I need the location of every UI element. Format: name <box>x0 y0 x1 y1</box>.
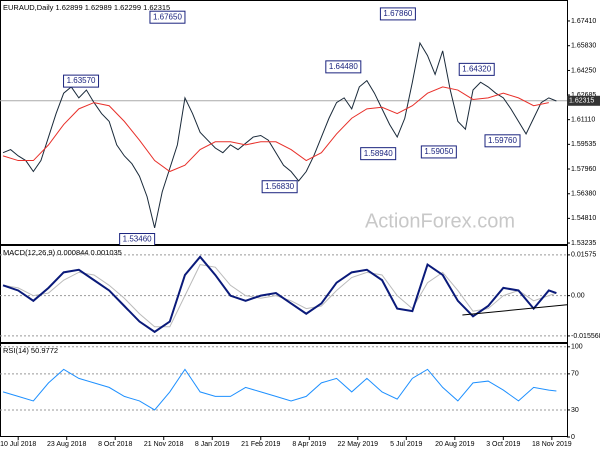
x-tick-label: 23 Aug 2018 <box>47 441 86 448</box>
y-tick-label: 30 <box>571 407 579 414</box>
y-tick-label: 1.65830 <box>571 43 596 50</box>
x-tick-label: 5 Jul 2019 <box>390 441 422 448</box>
x-tick-label: 8 Jan 2019 <box>195 441 230 448</box>
x-tick-label: 20 Aug 2019 <box>435 441 474 448</box>
annotation-box <box>261 180 298 194</box>
annotation-label: 1.59050 <box>424 147 453 156</box>
current-price-box <box>567 95 600 106</box>
x-tick-label: 3 Oct 2019 <box>486 441 520 448</box>
x-tick-label: 8 Apr 2019 <box>292 441 326 448</box>
x-tick-label: 8 Oct 2018 <box>98 441 132 448</box>
trendline <box>462 304 568 316</box>
panel-title: MACD(12,26,9) 0.000844 0.001035 <box>3 248 122 257</box>
panel-title: EURAUD,Daily 1.62899 1.62989 1.62299 1.6… <box>3 3 170 12</box>
y-tick-label: 0.00 <box>571 292 585 299</box>
annotation-box <box>484 134 521 148</box>
annotation-box <box>360 147 397 161</box>
y-tick-label: 1.57960 <box>571 166 596 173</box>
annotation-label: 1.63570 <box>67 76 96 85</box>
y-tick-label: -0.015568 <box>571 333 600 340</box>
y-tick-label: 1.54810 <box>571 215 596 222</box>
y-tick-label: 70 <box>571 371 579 378</box>
x-tick-label: 10 Jul 2018 <box>0 441 36 448</box>
annotation-box <box>325 60 362 74</box>
series-line <box>2 41 557 229</box>
x-tick-label: 21 Nov 2018 <box>144 441 184 448</box>
y-tick-label: 100 <box>571 344 583 351</box>
panel-frame <box>0 0 568 245</box>
y-tick-label: 1.61110 <box>571 117 595 124</box>
annotation-box <box>420 145 457 159</box>
y-tick-label: 0.01575 <box>571 252 596 259</box>
annotation-box <box>379 7 416 21</box>
x-tick-label: 22 May 2019 <box>338 441 379 448</box>
annotation-label: 1.64480 <box>329 62 358 71</box>
y-tick-label: 1.67410 <box>571 18 596 25</box>
series-line <box>2 368 557 411</box>
y-tick-label: 1.56380 <box>571 191 596 198</box>
panel-title: RSI(14) 50.9772 <box>3 346 58 355</box>
y-tick-label: 1.53235 <box>571 240 596 247</box>
watermark: ActionForex.com <box>365 210 515 232</box>
annotation-label: 1.59760 <box>488 136 517 145</box>
annotation-label: 1.67860 <box>383 9 412 18</box>
current-price-label: 1.62315 <box>569 98 594 105</box>
annotation-label: 1.53460 <box>123 235 152 244</box>
annotation-label: 1.64320 <box>462 64 491 73</box>
x-tick-label: 21 Feb 2019 <box>241 441 280 448</box>
annotation-label: 1.58940 <box>364 149 393 158</box>
annotation-box <box>458 62 495 76</box>
y-tick-label: 1.62685 <box>571 92 596 99</box>
annotation-label: 1.67650 <box>153 12 182 21</box>
x-tick-label: 18 Nov 2019 <box>532 441 572 448</box>
panel-frame <box>0 245 568 343</box>
series-line <box>2 86 549 173</box>
y-tick-label: 0 <box>571 434 575 441</box>
y-tick-label: 1.59535 <box>571 141 596 148</box>
panel-frame <box>0 343 568 437</box>
annotation-box <box>149 10 186 24</box>
annotation-box <box>63 74 100 88</box>
annotation-label: 1.56830 <box>265 182 294 191</box>
y-tick-label: 1.64250 <box>571 67 596 74</box>
